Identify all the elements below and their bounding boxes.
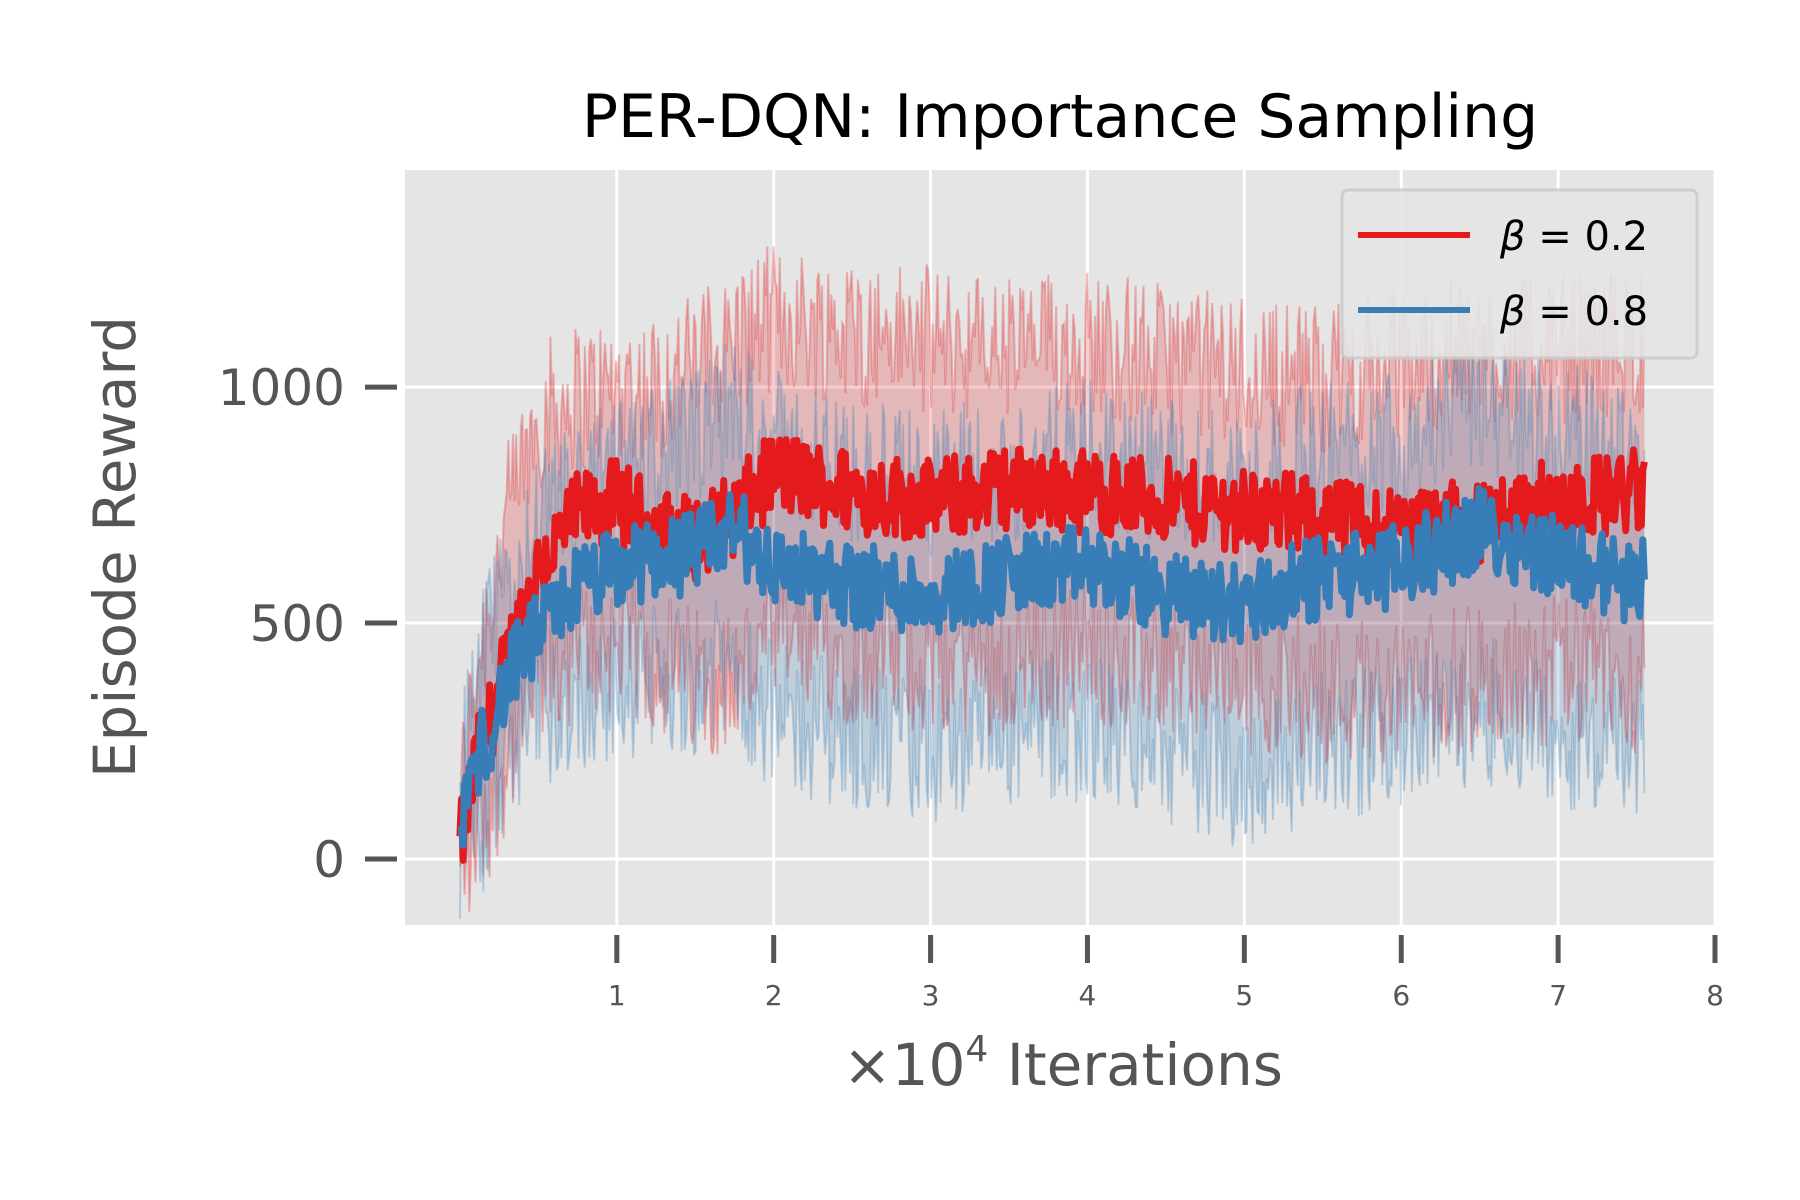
legend-label-beta-0-8: β = 0.8 xyxy=(1499,289,1648,335)
y-tick-label-1: 0 xyxy=(313,831,345,889)
x-tick-label-8: 8 xyxy=(1706,979,1724,1012)
axis-ticks: 1 2 3 4 5 6 7 8 0 500 1000 xyxy=(218,359,1724,1012)
y-tick-label-2: 500 xyxy=(250,595,345,653)
x-tick-label-1: 1 xyxy=(608,979,626,1012)
chart-title: PER-DQN: Importance Sampling xyxy=(582,82,1538,152)
series-2-mean-line xyxy=(457,484,1648,849)
x-axis-label-suffix: Iterations xyxy=(988,1031,1283,1099)
legend-label-beta-0-8-value: = 0.8 xyxy=(1526,289,1649,335)
x-axis-label: ×104 Iterations xyxy=(843,1029,1283,1099)
x-axis-label-prefix: ×10 xyxy=(843,1031,965,1099)
legend: β = 0.2 β = 0.8 xyxy=(1340,188,1699,360)
legend-label-beta-0-2-symbol: β xyxy=(1499,214,1526,260)
y-axis-label: Episode Reward xyxy=(81,316,149,778)
legend-label-beta-0-8-symbol: β xyxy=(1499,289,1526,335)
x-tick-label-7: 7 xyxy=(1549,979,1567,1012)
x-tick-label-2: 2 xyxy=(765,979,783,1012)
x-tick-label-5: 5 xyxy=(1235,979,1253,1012)
series-layer xyxy=(456,246,1648,919)
x-axis-label-exponent: 4 xyxy=(965,1029,988,1070)
x-tick-label-6: 6 xyxy=(1392,979,1410,1012)
series-1-lower-edge xyxy=(458,570,1646,913)
series-2-lower-edge xyxy=(458,599,1646,919)
legend-label-beta-0-2: β = 0.2 xyxy=(1499,214,1648,260)
y-tick-label-3: 1000 xyxy=(218,359,345,417)
x-tick-label-3: 3 xyxy=(922,979,940,1012)
legend-label-beta-0-2-value: = 0.2 xyxy=(1526,214,1649,260)
x-tick-label-4: 4 xyxy=(1079,979,1097,1012)
series-2-band xyxy=(459,325,1645,919)
